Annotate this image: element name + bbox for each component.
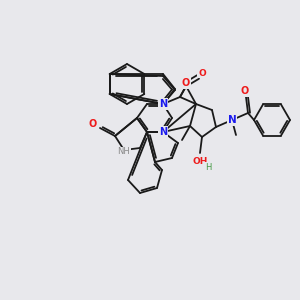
- Text: O: O: [182, 78, 190, 88]
- Text: N: N: [159, 127, 167, 137]
- Text: N: N: [159, 99, 167, 109]
- Text: H: H: [205, 163, 211, 172]
- Text: N: N: [159, 99, 167, 109]
- Text: O: O: [89, 119, 97, 129]
- Text: OH: OH: [192, 157, 208, 166]
- Text: O: O: [241, 86, 249, 96]
- Text: O: O: [198, 68, 206, 77]
- Text: N: N: [228, 115, 236, 125]
- Text: NH: NH: [118, 148, 130, 157]
